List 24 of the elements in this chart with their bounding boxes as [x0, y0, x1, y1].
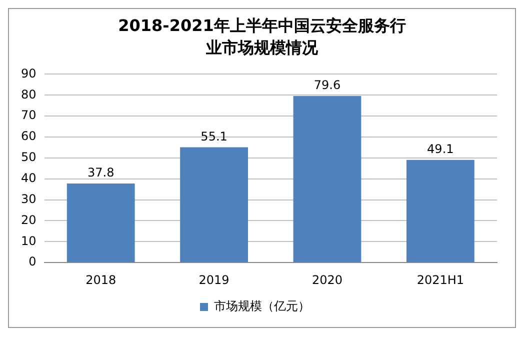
data-label: 79.6 — [314, 78, 341, 92]
y-tick-label: 10 — [20, 234, 36, 248]
y-tick-label: 70 — [20, 108, 36, 122]
y-tick-label: 40 — [20, 170, 36, 185]
data-label: 37.8 — [88, 166, 114, 180]
x-tick-label: 2018 — [86, 272, 116, 287]
y-tick-label: 90 — [20, 66, 36, 80]
legend-label: 市场规模（亿元） — [214, 299, 310, 314]
chart-title: 2018-2021年上半年中国云安全服务行业市场规模情况 — [117, 15, 407, 59]
y-tick-label: 80 — [20, 87, 36, 102]
y-tick-label: 20 — [20, 212, 36, 227]
data-label: 55.1 — [200, 129, 228, 144]
bar — [180, 147, 248, 262]
x-tick-label: 2020 — [312, 272, 342, 287]
data-label: 49.1 — [427, 142, 454, 156]
y-tick-label: 0 — [28, 254, 36, 269]
bar — [66, 183, 135, 262]
bar — [406, 160, 474, 262]
y-tick-label: 30 — [20, 192, 36, 206]
bar — [293, 96, 362, 262]
y-tick-label: 50 — [20, 150, 36, 164]
x-tick-label: 2021H1 — [416, 272, 464, 287]
x-tick-label: 2019 — [198, 272, 230, 287]
y-tick-label: 60 — [20, 129, 36, 144]
